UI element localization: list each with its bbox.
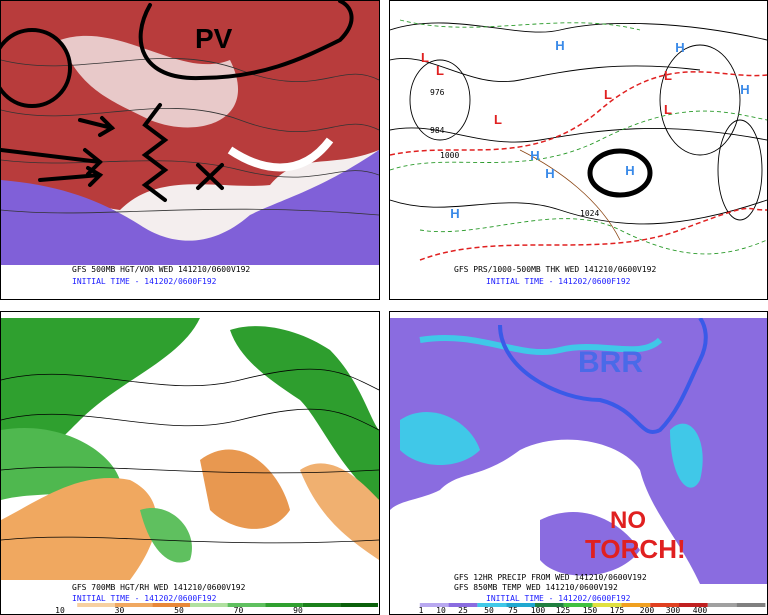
pressure-center: L [604,87,612,102]
caption: GFS 500MB HGT/VOR WED 141210/0600V192 [72,265,250,274]
contour-label: 1024 [580,209,599,218]
colorbar-swatch [152,603,190,607]
panel-precip: BRR NO TORCH! GFS 12HR PRECIP FROM WED 1… [389,311,768,615]
colorbar-swatch [448,603,478,607]
colorbar-label: 150 [583,606,598,615]
initial-time: INITIAL TIME - 141202/0600F192 [486,594,631,603]
colorbar-swatch [77,603,115,607]
colorbar-swatch [340,603,378,607]
colorbar-swatch [39,603,78,607]
colorbar-label: 75 [508,606,518,615]
colorbar-swatch [265,603,303,607]
colorbar-label: 10 [436,606,446,615]
map-precip: BRR NO TORCH! [390,318,767,584]
panel-frame [389,0,768,300]
colorbar-swatch [114,603,153,607]
colorbar-swatch [190,603,228,607]
colorbar-label: 50 [174,606,184,615]
colorbar-label: 10 [55,606,65,615]
colorbar-label: 30 [115,606,125,615]
panel-500mb: PV GFS 500MB HGT/VOR WED 141210/0600V192… [0,0,380,300]
colorbar-swatch [227,603,266,607]
colorbar-swatch [506,603,535,607]
colorbar-label: 400 [693,606,708,615]
colorbar-label: 100 [531,606,546,615]
initial-time: INITIAL TIME - 141202/0600F192 [72,277,217,286]
colorbar-label: 90 [293,606,303,615]
annotation: NO [610,507,646,534]
contour-label: 984 [430,126,445,135]
annotation: PV [195,23,233,54]
pressure-center: L [494,112,502,127]
colorbar-swatch [736,603,766,607]
contour-label: 1000 [440,151,459,160]
initial-time: INITIAL TIME - 141202/0600F192 [72,594,217,603]
annotation: BRR [578,346,643,379]
colorbar-swatch [477,603,507,607]
colorbar-label: 25 [458,606,468,615]
colorbar-label: 125 [556,606,571,615]
map-500mb: PV [1,1,379,265]
colorbar-swatch [2,603,40,607]
pressure-center: L [664,68,672,83]
pressure-center: H [675,40,684,55]
pressure-center: H [555,38,564,53]
colorbar-swatch [650,603,679,607]
pressure-center: L [421,50,429,65]
pressure-center: H [545,166,554,181]
pressure-center: H [625,163,634,178]
colorbar-swatch [302,603,341,607]
caption: GFS 700MB HGT/RH WED 141210/0600V192 [72,583,246,592]
colorbar-swatch [419,603,449,607]
pressure-center: L [436,63,444,78]
pressure-center: L [664,102,672,117]
caption: GFS 12HR PRECIP FROM WED 141210/0600V192 [454,573,647,582]
pressure-center: H [450,206,459,221]
annotation: TORCH! [585,534,686,564]
colorbar-swatch [535,603,564,607]
contour-label: 976 [430,88,445,97]
colorbar-label: 1 [419,606,424,615]
caption: GFS PRS/1000-500MB THK WED 141210/0600V1… [454,265,656,274]
colorbar-swatch [707,603,737,607]
colorbar-label: 70 [234,606,244,615]
caption: GFS 850MB TEMP WED 141210/0600V192 [454,583,618,592]
colorbar-swatch [563,603,593,607]
colorbar-label: 200 [640,606,655,615]
panel-700mb: GFS 700MB HGT/RH WED 141210/0600V192 INI… [0,311,380,615]
initial-time: INITIAL TIME - 141202/0600F192 [486,277,631,286]
colorbar-swatch [679,603,708,607]
pressure-center: H [740,82,749,97]
map-700mb [1,318,379,580]
colorbar-swatch [592,603,622,607]
colorbar-label: 50 [484,606,494,615]
colorbar-label: 175 [610,606,625,615]
colorbar-label: 300 [666,606,681,615]
colorbar-swatch [621,603,651,607]
pressure-center: H [530,148,539,163]
colorbar-swatch [391,603,420,607]
